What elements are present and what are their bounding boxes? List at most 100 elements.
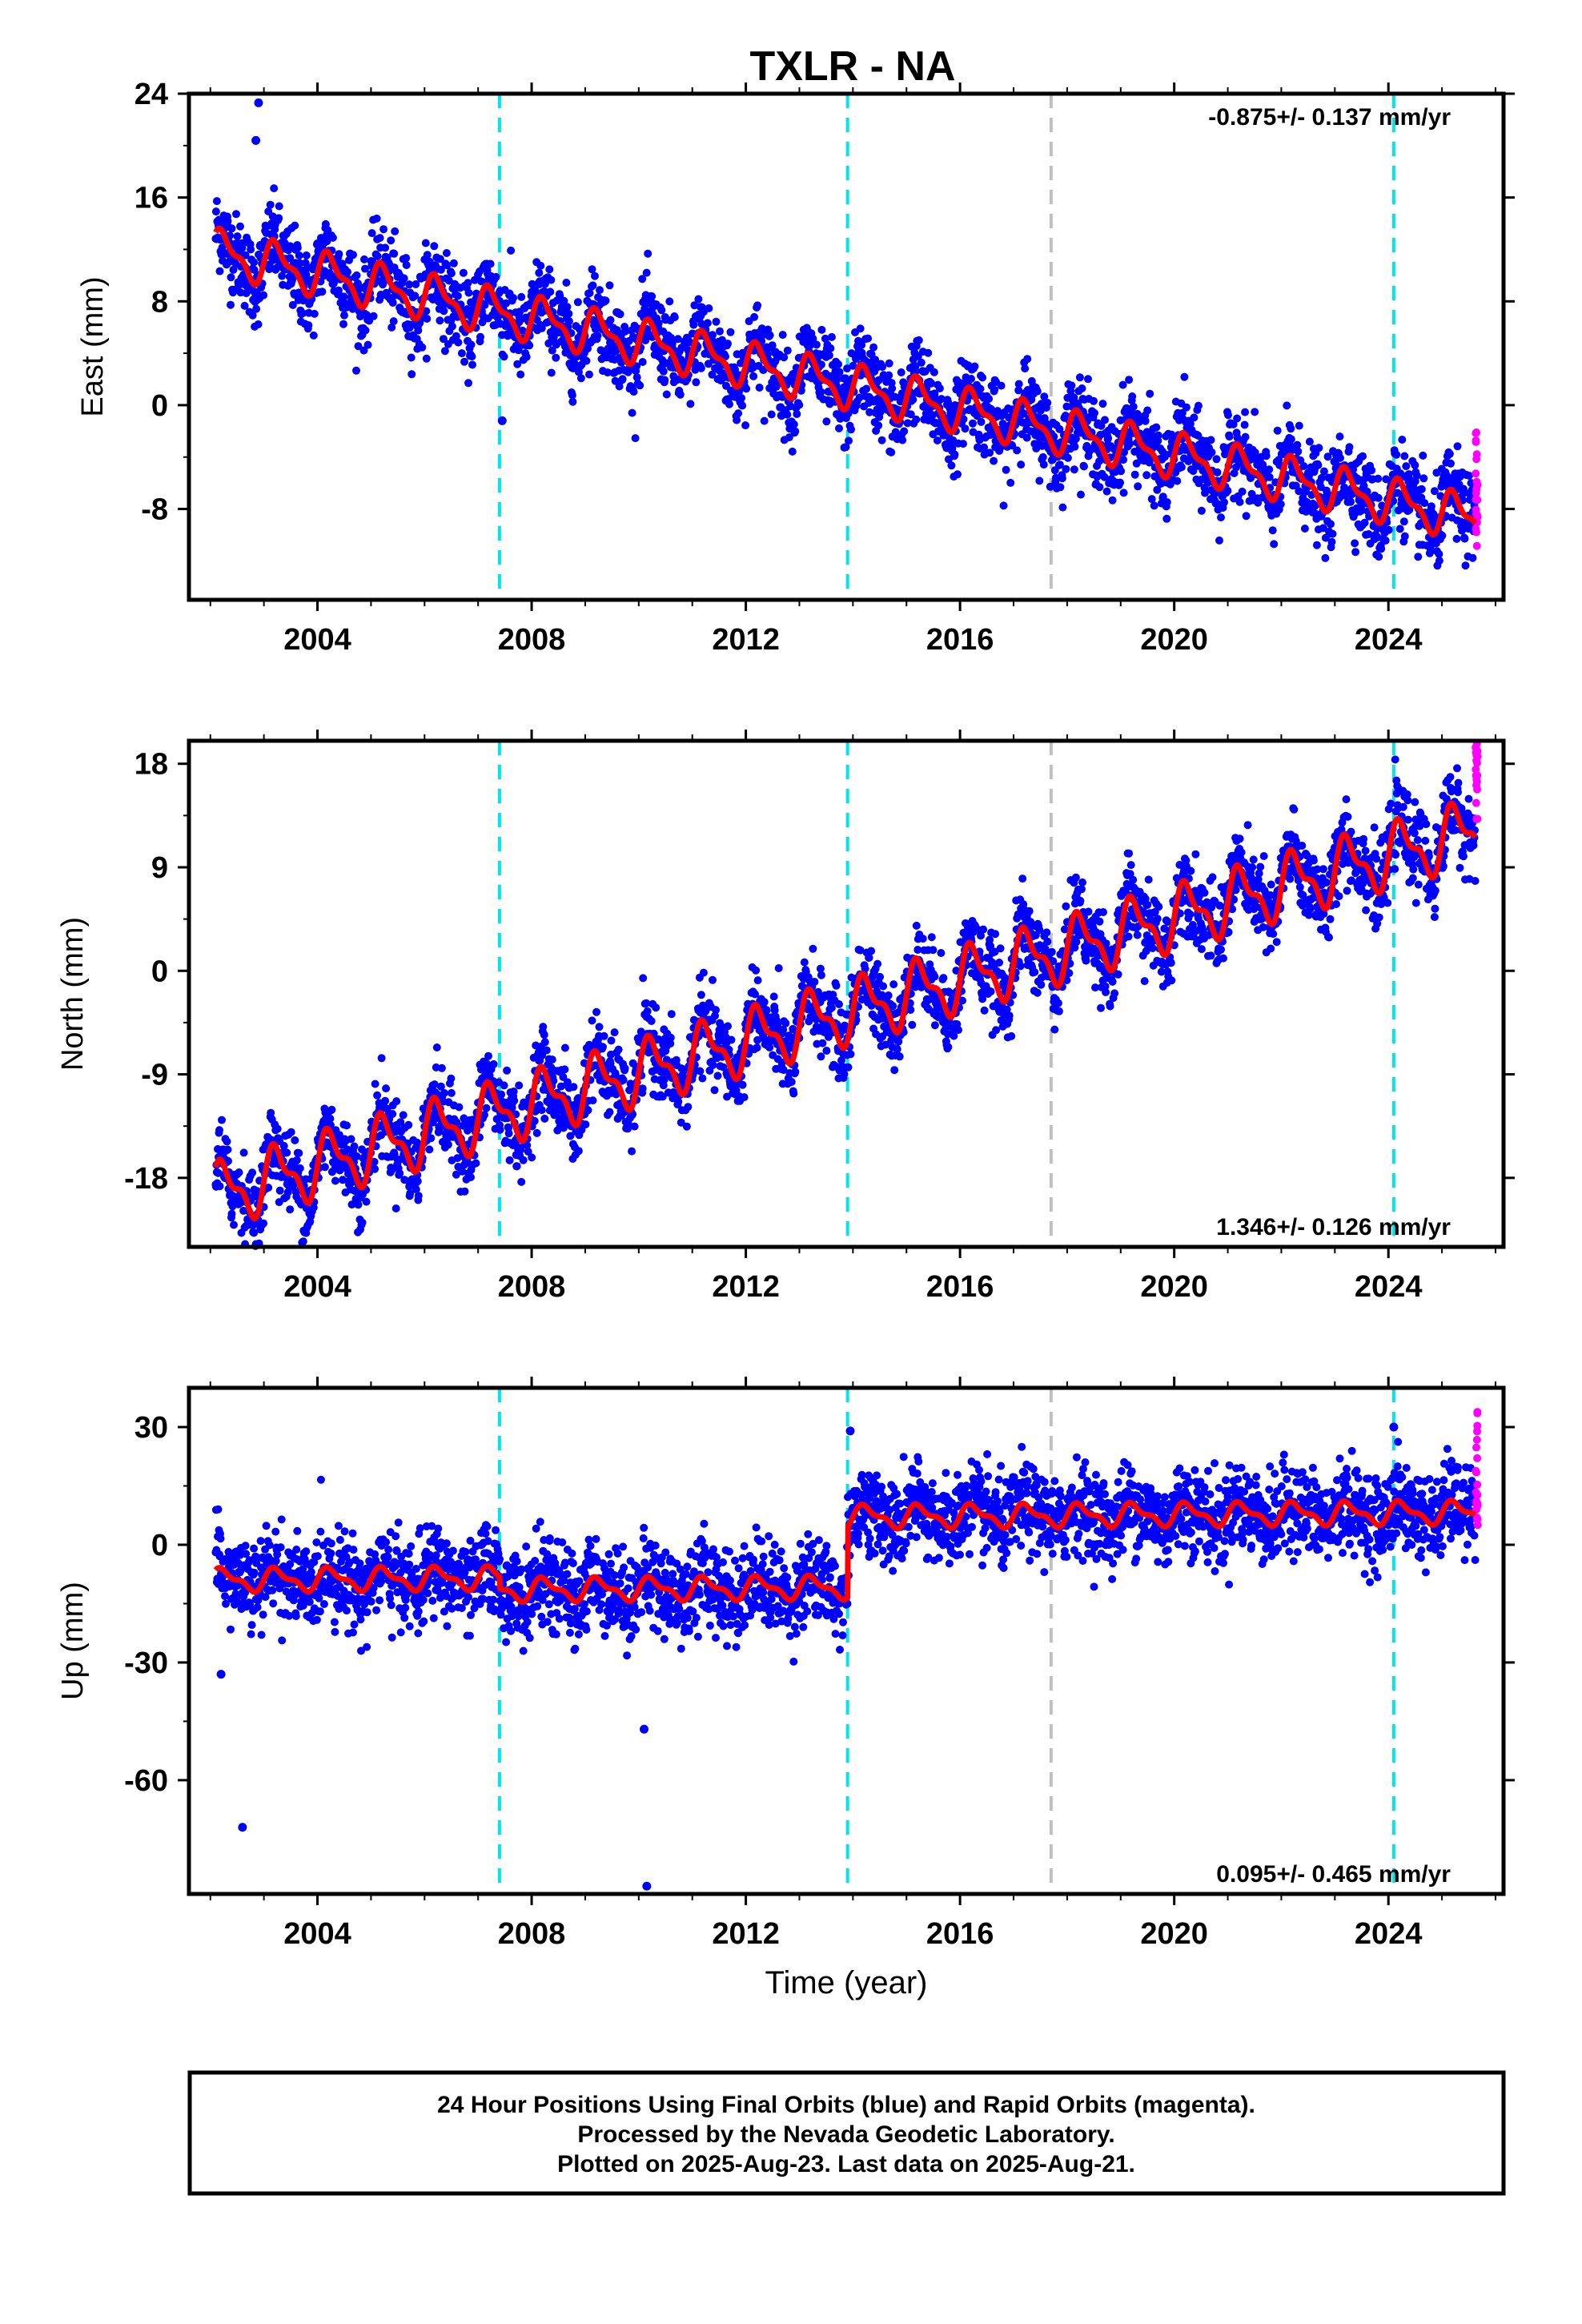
east-final-point xyxy=(459,268,468,277)
east-final-point xyxy=(1212,455,1221,464)
north-final-point xyxy=(539,1023,548,1031)
north-final-point xyxy=(215,1126,223,1135)
north-final-point xyxy=(287,1128,295,1136)
north-final-point xyxy=(610,1028,619,1037)
east-final-point xyxy=(791,427,800,436)
east-final-point xyxy=(573,298,582,307)
east-final-point xyxy=(591,271,599,280)
east-final-point xyxy=(1075,373,1084,382)
north-final-point xyxy=(440,1088,448,1097)
east-final-point xyxy=(1336,453,1344,462)
east-final-point xyxy=(1374,493,1383,502)
east-final-point xyxy=(247,245,255,254)
east-final-point xyxy=(1207,448,1216,456)
east-final-point xyxy=(1305,437,1314,446)
east-final-point xyxy=(229,265,238,274)
east-final-point xyxy=(605,281,614,290)
east-final-point xyxy=(1078,384,1086,392)
east-final-point xyxy=(1220,498,1228,507)
east-x-tick-label: 2024 xyxy=(1355,623,1423,657)
east-final-point xyxy=(349,251,357,259)
east-final-point xyxy=(295,251,303,259)
east-final-point xyxy=(369,312,378,320)
east-final-point xyxy=(309,331,318,340)
east-final-point xyxy=(468,352,476,361)
north-final-point xyxy=(519,1156,528,1164)
east-final-point xyxy=(375,234,384,243)
east-final-point xyxy=(476,332,484,341)
east-final-point xyxy=(240,301,249,310)
east-final-point xyxy=(1067,381,1076,390)
north-final-point xyxy=(432,1043,441,1051)
east-final-point xyxy=(642,268,651,277)
east-final-point xyxy=(961,424,970,433)
east-final-point xyxy=(835,424,843,432)
north-final-point xyxy=(427,1134,436,1143)
east-final-point xyxy=(724,340,732,348)
east-final-point xyxy=(1438,531,1447,540)
east-final-point xyxy=(778,331,787,340)
north-final-point xyxy=(846,1050,855,1059)
east-final-point xyxy=(453,292,462,300)
east-final-point xyxy=(694,295,703,304)
east-final-point xyxy=(546,287,555,296)
east-final-point xyxy=(1314,460,1323,469)
east-final-point xyxy=(1223,486,1232,495)
east-final-point xyxy=(638,358,647,366)
east-final-point xyxy=(1190,413,1199,422)
east-final-point xyxy=(1419,474,1428,483)
north-final-point xyxy=(889,980,898,989)
east-rapid-point xyxy=(1472,469,1480,478)
east-final-point xyxy=(1173,476,1182,485)
north-final-point xyxy=(581,1120,590,1129)
east-final-point xyxy=(1102,487,1111,496)
east-final-point xyxy=(339,292,348,301)
north-final-point xyxy=(503,1066,512,1075)
east-final-point xyxy=(454,338,463,347)
east-final-point xyxy=(1021,364,1030,373)
east-final-point xyxy=(352,271,361,279)
east-final-point xyxy=(227,224,236,233)
north-final-point xyxy=(286,1205,295,1214)
east-final-point xyxy=(218,243,227,252)
north-final-point xyxy=(667,1010,676,1019)
east-final-point xyxy=(665,297,674,306)
east-final-point xyxy=(686,400,695,408)
east-final-point xyxy=(618,375,627,384)
east-final-point xyxy=(564,309,573,318)
east-final-point xyxy=(900,427,909,436)
east-final-point xyxy=(509,294,518,302)
east-final-point xyxy=(1402,462,1411,471)
north-final-point xyxy=(628,1147,636,1156)
north-final-point xyxy=(740,1093,749,1102)
east-final-point xyxy=(1328,529,1337,538)
north-final-point xyxy=(460,1187,469,1196)
north-final-point xyxy=(512,1162,521,1171)
east-x-tick-label: 2020 xyxy=(1140,623,1208,657)
east-final-point xyxy=(1238,487,1247,496)
north-final-point xyxy=(699,968,708,977)
east-final-point xyxy=(1427,502,1435,511)
east-final-point xyxy=(1417,485,1426,493)
north-final-point xyxy=(774,964,783,972)
east-final-point xyxy=(1225,432,1234,441)
east-final-point xyxy=(430,242,439,251)
east-final-point xyxy=(440,307,448,316)
east-final-point xyxy=(1398,436,1407,444)
east-final-point xyxy=(227,300,235,309)
east-final-point xyxy=(636,381,644,390)
east-final-point xyxy=(1162,498,1171,507)
north-final-point xyxy=(354,1200,363,1209)
east-final-point xyxy=(1070,465,1078,474)
north-final-point xyxy=(682,1122,691,1131)
north-final-point xyxy=(584,1106,592,1115)
east-final-point xyxy=(654,319,663,328)
east-final-point xyxy=(1452,534,1461,543)
east-final-point xyxy=(301,259,310,267)
north-final-point xyxy=(800,958,809,967)
north-final-point xyxy=(619,1076,628,1084)
east-final-point xyxy=(254,320,263,328)
east-final-point xyxy=(1177,463,1186,472)
east-final-point xyxy=(1377,545,1386,553)
north-final-point xyxy=(574,1147,583,1156)
